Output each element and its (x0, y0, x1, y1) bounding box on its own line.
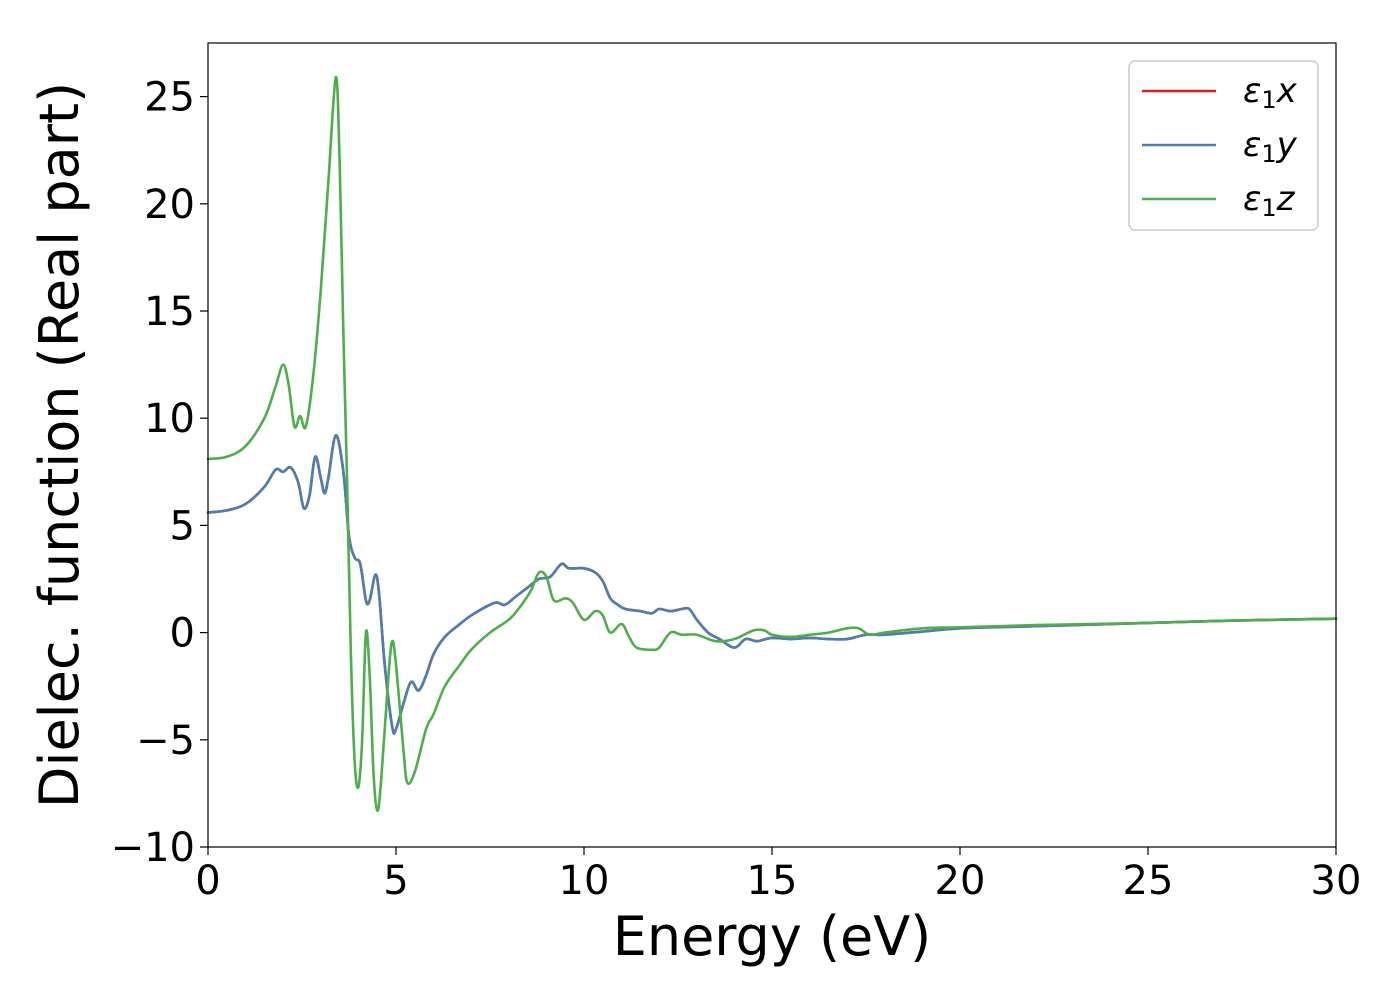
y-tick-label: 0 (170, 611, 195, 657)
x-axis-ticks: 0 5 10 15 20 25 30 (195, 847, 1361, 904)
series-layer (206, 75, 1338, 813)
legend-label-x: ε1x (1243, 71, 1298, 114)
x-tick-label: 0 (195, 858, 220, 904)
y-tick-label: 5 (170, 503, 195, 549)
x-tick-label: 5 (383, 858, 408, 904)
x-tick-label: 20 (935, 858, 986, 904)
y-axis-title: Dielec. function (Real part) (28, 82, 91, 808)
legend-box (1128, 60, 1319, 231)
legend-label-z: ε1z (1243, 179, 1296, 222)
legend-label-y: ε1y (1243, 125, 1298, 168)
series-line-z (206, 75, 1338, 813)
y-tick-label: 15 (144, 289, 195, 335)
x-tick-label: 30 (1311, 858, 1362, 904)
y-axis-ticks: −10 −5 0 5 10 15 20 25 (111, 75, 208, 871)
x-tick-label: 10 (559, 858, 610, 904)
y-tick-label: 10 (144, 396, 195, 442)
y-tick-label: 25 (144, 75, 195, 121)
x-tick-label: 15 (747, 858, 798, 904)
y-tick-label: −5 (136, 718, 195, 764)
series-line-y (206, 434, 1338, 735)
y-tick-label: −10 (111, 825, 195, 871)
legend: ε1x ε1y ε1z (1128, 60, 1319, 231)
x-tick-label: 25 (1123, 858, 1174, 904)
plot-frame (207, 42, 1337, 848)
x-axis-title: Energy (eV) (613, 905, 932, 968)
y-tick-label: 20 (144, 182, 195, 228)
